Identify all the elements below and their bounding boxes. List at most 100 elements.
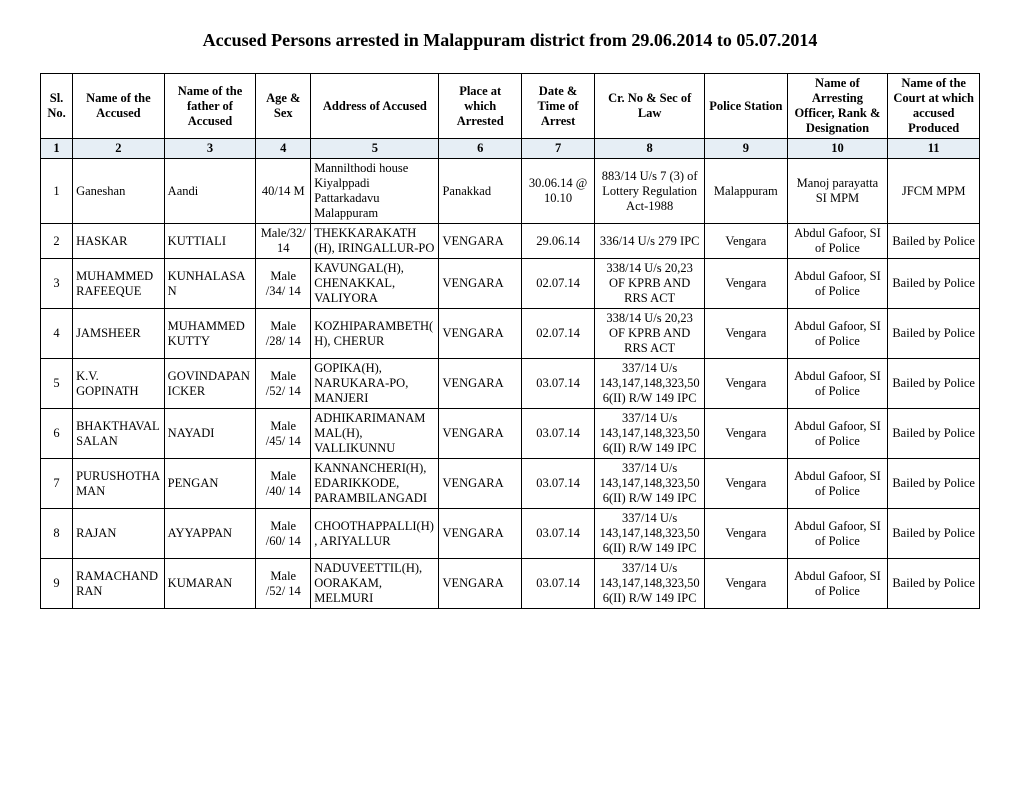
column-number-row: 1 2 3 4 5 6 7 8 9 10 11 xyxy=(41,139,980,159)
table-cell: Male/32/14 xyxy=(256,224,311,259)
table-cell: MUHAMMED KUTTY xyxy=(164,309,256,359)
table-body: 1GaneshanAandi40/14 MMannilthodi house K… xyxy=(41,159,980,609)
table-cell: 4 xyxy=(41,309,73,359)
table-cell: ADHIKARIMANAMMAL(H), VALLIKUNNU xyxy=(311,409,439,459)
table-cell: Abdul Gafoor, SI of Police xyxy=(787,509,888,559)
table-cell: RAJAN xyxy=(73,509,165,559)
table-cell: 9 xyxy=(41,559,73,609)
table-cell: Bailed by Police xyxy=(888,459,980,509)
col-num: 1 xyxy=(41,139,73,159)
table-cell: 8 xyxy=(41,509,73,559)
col-num: 4 xyxy=(256,139,311,159)
table-cell: Abdul Gafoor, SI of Police xyxy=(787,559,888,609)
table-cell: THEKKARAKATH (H), IRINGALLUR-PO xyxy=(311,224,439,259)
table-cell: Manoj parayatta SI MPM xyxy=(787,159,888,224)
table-row: 9RAMACHANDRANKUMARANMale /52/ 14NADUVEET… xyxy=(41,559,980,609)
table-cell: Abdul Gafoor, SI of Police xyxy=(787,359,888,409)
table-cell: KUMARAN xyxy=(164,559,256,609)
table-cell: Panakkad xyxy=(439,159,521,224)
table-cell: Vengara xyxy=(705,259,787,309)
col-num: 6 xyxy=(439,139,521,159)
table-row: 2HASKARKUTTIALIMale/32/14THEKKARAKATH (H… xyxy=(41,224,980,259)
table-row: 7PURUSHOTHAMANPENGANMale /40/ 14KANNANCH… xyxy=(41,459,980,509)
table-cell: 338/14 U/s 20,23 OF KPRB AND RRS ACT xyxy=(595,309,705,359)
table-cell: 337/14 U/s 143,147,148,323,506(II) R/W 1… xyxy=(595,409,705,459)
col-num: 8 xyxy=(595,139,705,159)
table-cell: Bailed by Police xyxy=(888,259,980,309)
table-cell: Ganeshan xyxy=(73,159,165,224)
table-cell: HASKAR xyxy=(73,224,165,259)
table-cell: Vengara xyxy=(705,559,787,609)
table-cell: Male /45/ 14 xyxy=(256,409,311,459)
table-cell: 02.07.14 xyxy=(521,309,594,359)
col-num: 2 xyxy=(73,139,165,159)
table-cell: PURUSHOTHAMAN xyxy=(73,459,165,509)
table-cell: Male /60/ 14 xyxy=(256,509,311,559)
table-cell: Vengara xyxy=(705,309,787,359)
table-cell: Vengara xyxy=(705,509,787,559)
table-cell: VENGARA xyxy=(439,359,521,409)
table-cell: BHAKTHAVALSALAN xyxy=(73,409,165,459)
arrest-table: Sl. No. Name of the Accused Name of the … xyxy=(40,73,980,609)
table-cell: Bailed by Police xyxy=(888,559,980,609)
table-cell: NADUVEETTIL(H), OORAKAM, MELMURI xyxy=(311,559,439,609)
col-header-age: Age & Sex xyxy=(256,74,311,139)
table-cell: AYYAPPAN xyxy=(164,509,256,559)
table-cell: 338/14 U/s 20,23 OF KPRB AND RRS ACT xyxy=(595,259,705,309)
table-cell: VENGARA xyxy=(439,459,521,509)
table-cell: CHOOTHAPPALLI(H), ARIYALLUR xyxy=(311,509,439,559)
col-num: 7 xyxy=(521,139,594,159)
table-row: 4JAMSHEERMUHAMMED KUTTYMale /28/ 14KOZHI… xyxy=(41,309,980,359)
table-cell: 3 xyxy=(41,259,73,309)
table-row: 8RAJANAYYAPPANMale /60/ 14CHOOTHAPPALLI(… xyxy=(41,509,980,559)
header-row: Sl. No. Name of the Accused Name of the … xyxy=(41,74,980,139)
table-row: 3MUHAMMED RAFEEQUEKUNHALASANMale /34/ 14… xyxy=(41,259,980,309)
table-cell: KOZHIPARAMBETH(H), CHERUR xyxy=(311,309,439,359)
table-cell: 03.07.14 xyxy=(521,559,594,609)
table-cell: 03.07.14 xyxy=(521,409,594,459)
table-cell: Vengara xyxy=(705,224,787,259)
col-num: 10 xyxy=(787,139,888,159)
table-cell: VENGARA xyxy=(439,224,521,259)
table-cell: Malappuram xyxy=(705,159,787,224)
col-header-address: Address of Accused xyxy=(311,74,439,139)
table-cell: Male /34/ 14 xyxy=(256,259,311,309)
table-cell: 40/14 M xyxy=(256,159,311,224)
table-cell: Bailed by Police xyxy=(888,359,980,409)
table-cell: KUTTIALI xyxy=(164,224,256,259)
col-header-place: Place at which Arrested xyxy=(439,74,521,139)
table-cell: 5 xyxy=(41,359,73,409)
table-cell: Abdul Gafoor, SI of Police xyxy=(787,259,888,309)
table-cell: 337/14 U/s 143,147,148,323,506(II) R/W 1… xyxy=(595,509,705,559)
col-header-father: Name of the father of Accused xyxy=(164,74,256,139)
table-cell: JAMSHEER xyxy=(73,309,165,359)
table-cell: KANNANCHERI(H), EDARIKKODE, PARAMBILANGA… xyxy=(311,459,439,509)
table-cell: Male /52/ 14 xyxy=(256,559,311,609)
table-cell: Bailed by Police xyxy=(888,309,980,359)
table-row: 6BHAKTHAVALSALANNAYADIMale /45/ 14ADHIKA… xyxy=(41,409,980,459)
table-cell: 03.07.14 xyxy=(521,359,594,409)
table-cell: K.V. GOPINATH xyxy=(73,359,165,409)
table-cell: 337/14 U/s 143,147,148,323,506(II) R/W 1… xyxy=(595,559,705,609)
table-row: 5K.V. GOPINATHGOVINDAPANICKERMale /52/ 1… xyxy=(41,359,980,409)
page-title: Accused Persons arrested in Malappuram d… xyxy=(40,30,980,51)
table-cell: Bailed by Police xyxy=(888,509,980,559)
table-cell: Vengara xyxy=(705,359,787,409)
col-num: 5 xyxy=(311,139,439,159)
table-cell: Abdul Gafoor, SI of Police xyxy=(787,224,888,259)
col-header-name: Name of the Accused xyxy=(73,74,165,139)
table-cell: GOPIKA(H), NARUKARA-PO, MANJERI xyxy=(311,359,439,409)
table-cell: 30.06.14 @ 10.10 xyxy=(521,159,594,224)
table-cell: 883/14 U/s 7 (3) of Lottery Regulation A… xyxy=(595,159,705,224)
table-cell: KAVUNGAL(H), CHENAKKAL, VALIYORA xyxy=(311,259,439,309)
table-cell: VENGARA xyxy=(439,409,521,459)
table-cell: Bailed by Police xyxy=(888,409,980,459)
table-cell: Abdul Gafoor, SI of Police xyxy=(787,459,888,509)
table-cell: GOVINDAPANICKER xyxy=(164,359,256,409)
table-cell: 1 xyxy=(41,159,73,224)
table-cell: Male /52/ 14 xyxy=(256,359,311,409)
table-cell: 337/14 U/s 143,147,148,323,506(II) R/W 1… xyxy=(595,459,705,509)
table-cell: JFCM MPM xyxy=(888,159,980,224)
col-num: 9 xyxy=(705,139,787,159)
table-cell: Abdul Gafoor, SI of Police xyxy=(787,309,888,359)
